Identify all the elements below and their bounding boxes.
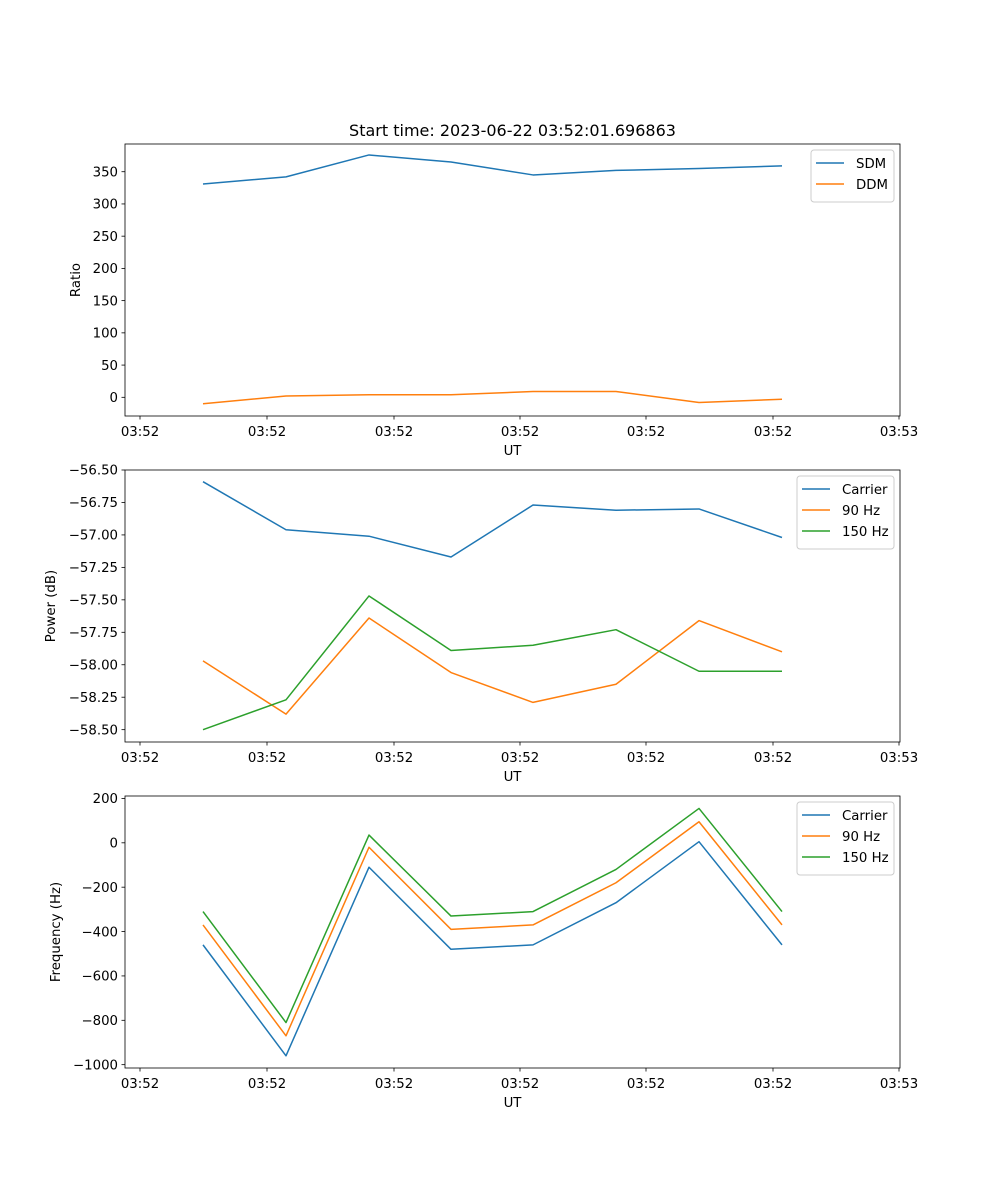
y-tick-label: 50 [101,359,118,374]
y-tick-label: −57.00 [69,529,118,544]
y-tick-label: −57.50 [69,594,118,609]
y-tick-label: 0 [110,837,118,852]
y-axis-label: Ratio [69,263,84,297]
x-tick-label: 03:52 [121,425,159,440]
legend-entry-label: 90 Hz [842,504,880,519]
series-line-sdm [202,154,783,185]
legend: Carrier 90 Hz 150 Hz [796,801,895,876]
y-tick-label: 300 [93,198,118,213]
figure-title: Start time: 2023-06-22 03:52:01.696863 [349,121,676,140]
x-tick-label: 03:52 [248,425,286,440]
x-tick-label: 03:52 [627,1077,665,1092]
x-tick-label: 03:52 [501,751,539,766]
y-tick-label: −58.50 [69,723,118,738]
legend-entry-label: 90 Hz [842,830,880,845]
x-tick-label: 03:52 [627,751,665,766]
x-tick-label: 03:52 [248,1077,286,1092]
series-line-carrier [202,840,783,1057]
y-tick-label: −56.75 [69,496,118,511]
y-tick-label: 100 [93,327,118,342]
x-tick-label: 03:53 [880,1077,918,1092]
y-tick-label: 200 [93,792,118,807]
x-tick-label: 03:52 [248,751,286,766]
axes-frame [124,795,901,1069]
y-tick-label: 250 [93,230,118,245]
x-tick-label: 03:53 [880,425,918,440]
x-tick-label: 03:52 [627,425,665,440]
y-tick-label: −200 [81,881,118,896]
y-tick-label: −58.25 [69,691,118,706]
series-line-150-hz [202,595,782,731]
y-axis-label: Frequency (Hz) [49,882,64,982]
y-tick-label: −57.25 [69,561,118,576]
x-tick-label: 03:52 [375,751,413,766]
subplot-2: 03:52 03:52 03:52 03:52 03:52 03:52 03:53 −58.5… [44,464,918,785]
legend-entry-label: DDM [856,178,888,193]
legend-entry-label: Carrier [842,483,888,498]
series-line-90-hz [202,617,783,715]
x-tick-label: 03:52 [375,425,413,440]
axes-frame [124,469,901,743]
x-tick-label: 03:52 [501,1077,539,1092]
x-tick-label: 03:52 [754,425,792,440]
y-tick-label: 0 [110,391,118,406]
legend-entry-label: SDM [856,157,886,172]
series-line-90-hz [202,820,783,1037]
y-tick-label: 350 [93,165,118,180]
x-tick-label: 03:53 [880,751,918,766]
legend: SDM DDM [810,149,895,203]
legend-entry-label: Carrier [842,809,888,824]
x-tick-label: 03:52 [375,1077,413,1092]
y-tick-label: −400 [81,925,118,940]
legend-entry-label: 150 Hz [842,525,889,540]
y-tick-label: −58.00 [69,658,118,673]
x-tick-label: 03:52 [754,1077,792,1092]
subplot-3: 03:52 03:52 03:52 03:52 03:52 03:52 03:53 −1000… [49,792,918,1111]
y-tick-label: −56.50 [69,464,118,479]
series-line-150-hz [202,807,783,1024]
y-tick-label: −800 [81,1014,118,1029]
y-tick-label: −1000 [73,1058,118,1073]
subplot-1: 03:52 03:52 03:52 03:52 03:52 03:52 03:53 0 50 10… [69,143,918,459]
x-tick-label: 03:52 [501,425,539,440]
y-tick-label: −57.75 [69,626,118,641]
series-line-ddm [202,390,783,405]
y-tick-label: −600 [81,970,118,985]
y-axis-label: Power (dB) [44,570,59,642]
x-tick-label: 03:52 [121,751,159,766]
y-tick-label: 150 [93,294,118,309]
series-line-carrier [202,481,783,558]
legend-entry-label: 150 Hz [842,851,889,866]
x-axis-label: UT [504,1096,523,1111]
y-tick-label: 200 [93,262,118,277]
legend: Carrier 90 Hz 150 Hz [796,475,895,550]
x-axis-label: UT [504,770,523,785]
x-tick-label: 03:52 [754,751,792,766]
x-tick-label: 03:52 [121,1077,159,1092]
axes-frame [124,143,901,417]
x-axis-label: UT [504,444,523,459]
